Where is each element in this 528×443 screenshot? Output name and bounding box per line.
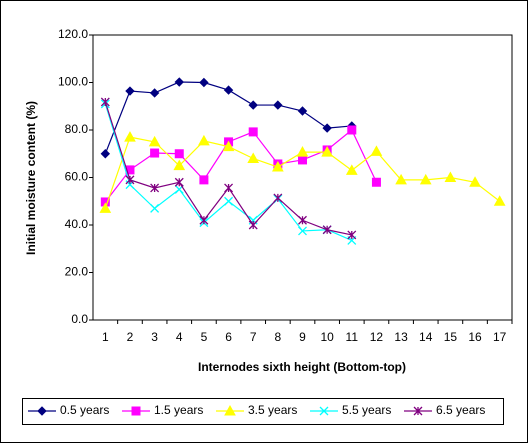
data-point xyxy=(322,225,332,235)
y-tick-label: 60.0 xyxy=(65,170,89,184)
data-point xyxy=(99,202,112,213)
data-point xyxy=(174,149,184,159)
data-point xyxy=(100,97,110,107)
x-tick-label: 3 xyxy=(151,330,158,344)
x-tick-label: 10 xyxy=(320,330,334,344)
data-point xyxy=(419,173,432,185)
data-point xyxy=(173,159,186,171)
data-point xyxy=(125,86,135,96)
data-point xyxy=(296,146,309,157)
x-tick-label: 11 xyxy=(346,330,359,344)
data-point xyxy=(150,183,160,193)
data-point xyxy=(272,161,284,172)
legend-label: 3.5 years xyxy=(248,403,297,417)
legend-label: 0.5 years xyxy=(60,403,109,417)
x-tick-label: 5 xyxy=(201,330,208,344)
y-tick-label: 40.0 xyxy=(65,217,89,231)
data-point xyxy=(247,152,260,163)
data-point xyxy=(174,177,184,187)
data-point xyxy=(273,193,283,203)
data-point xyxy=(150,148,160,158)
data-point xyxy=(321,146,333,157)
x-tick-label: 4 xyxy=(176,330,183,344)
data-point xyxy=(124,131,136,142)
x-tick-label: 16 xyxy=(468,330,482,344)
data-point xyxy=(298,155,307,165)
data-point xyxy=(174,77,184,87)
x-tick-label: 12 xyxy=(370,330,384,344)
data-point xyxy=(148,135,161,147)
data-point xyxy=(199,77,209,88)
data-point xyxy=(224,183,234,193)
data-point xyxy=(199,175,209,185)
y-axis-title: Initial moisture content (%) xyxy=(24,101,38,255)
data-point xyxy=(469,176,481,187)
data-point xyxy=(223,85,234,95)
data-point xyxy=(371,177,381,187)
x-tick-label: 7 xyxy=(250,330,257,344)
data-point xyxy=(149,88,160,98)
data-point xyxy=(198,134,210,146)
x-tick-label: 2 xyxy=(127,330,134,344)
data-point xyxy=(298,226,307,236)
y-tick-label: 80.0 xyxy=(65,122,89,136)
x-tick-label: 13 xyxy=(394,330,408,344)
x-axis-title: Internodes sixth height (Bottom-top) xyxy=(198,360,406,374)
y-tick-label: 120.0 xyxy=(58,27,88,41)
data-point xyxy=(248,100,258,110)
legend-marker xyxy=(37,406,47,416)
legend-marker xyxy=(131,406,141,416)
legend-label: 6.5 years xyxy=(436,403,485,417)
data-point xyxy=(199,215,209,225)
legend-marker xyxy=(224,404,236,416)
x-tick-label: 15 xyxy=(444,330,458,344)
data-point xyxy=(100,149,111,159)
x-tick-label: 6 xyxy=(225,330,232,344)
data-point xyxy=(248,220,258,230)
data-point xyxy=(493,195,506,206)
x-tick-label: 1 xyxy=(102,330,109,344)
data-point xyxy=(322,123,332,133)
data-point xyxy=(248,127,258,137)
data-point xyxy=(345,164,358,175)
legend-marker xyxy=(319,406,329,416)
x-tick-label: 9 xyxy=(299,330,306,344)
data-point xyxy=(273,100,283,110)
data-point xyxy=(347,230,357,240)
data-point xyxy=(395,173,407,185)
data-point xyxy=(125,175,135,185)
data-point xyxy=(370,145,383,156)
legend-marker xyxy=(413,406,423,416)
data-point xyxy=(298,215,307,225)
data-point xyxy=(297,106,308,116)
x-tick-label: 17 xyxy=(493,330,507,344)
data-point xyxy=(444,171,457,182)
data-point xyxy=(222,140,235,152)
y-tick-label: 100.0 xyxy=(58,75,88,89)
x-tick-label: 8 xyxy=(275,330,282,344)
data-point xyxy=(347,125,357,135)
y-tick-label: 20.0 xyxy=(65,265,89,279)
y-tick-label: 0.0 xyxy=(71,312,88,326)
x-tick-label: 14 xyxy=(419,330,433,344)
legend-label: 5.5 years xyxy=(342,403,391,417)
data-point xyxy=(224,196,234,206)
data-point xyxy=(150,203,160,213)
legend-label: 1.5 years xyxy=(154,403,203,417)
